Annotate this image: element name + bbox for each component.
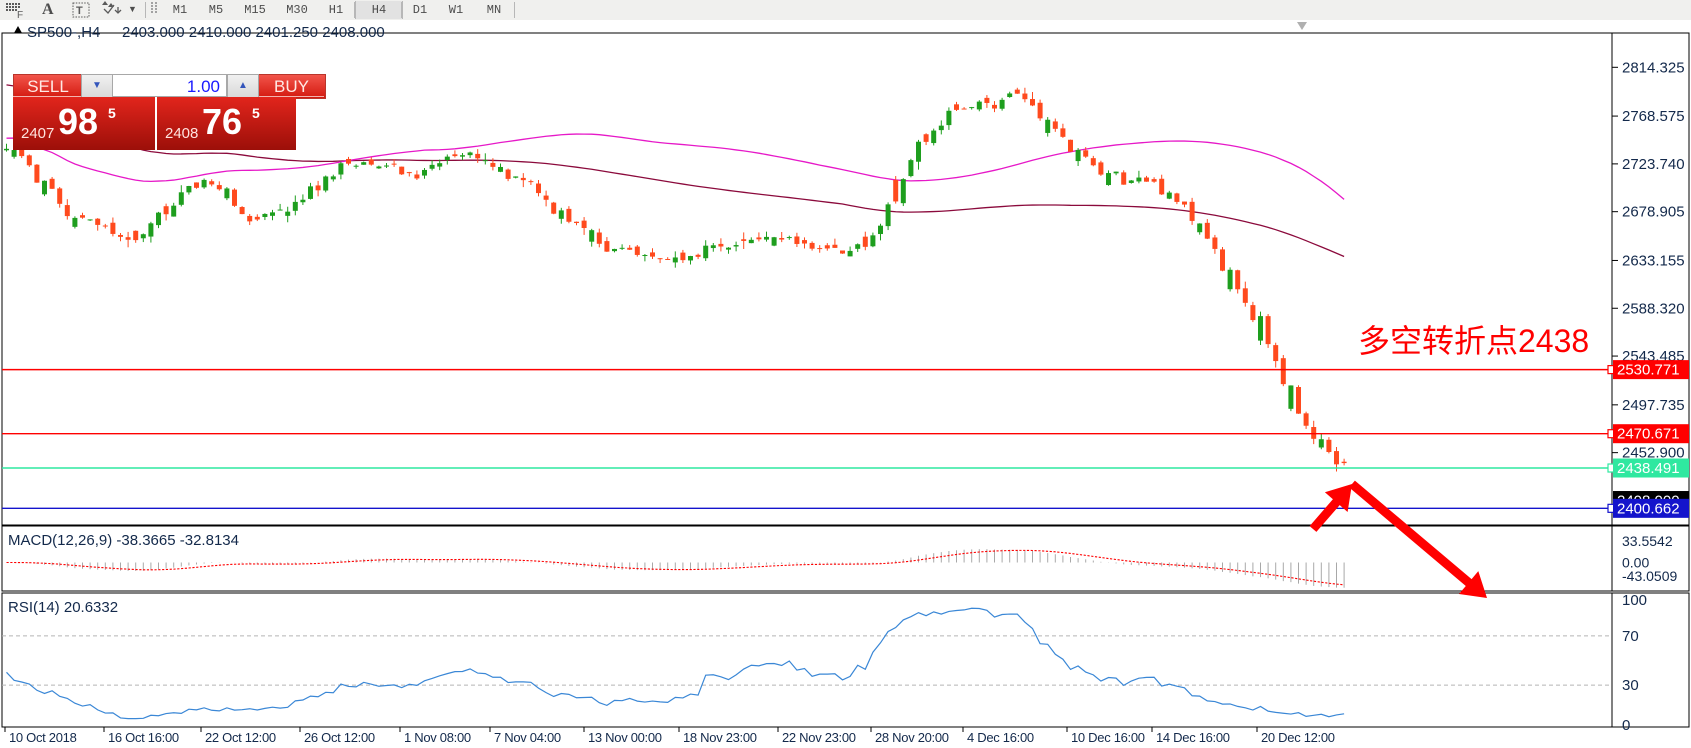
svg-text:2768.575: 2768.575 [1622,108,1685,125]
svg-text:14 Dec 16:00: 14 Dec 16:00 [1156,730,1230,745]
svg-text:13 Nov 00:00: 13 Nov 00:00 [588,730,662,745]
svg-text:MACD(12,26,9) -38.3665 -32.813: MACD(12,26,9) -38.3665 -32.8134 [8,532,239,549]
svg-text:SP500-,H4: SP500-,H4 [27,24,100,41]
svg-text:22 Nov 23:00: 22 Nov 23:00 [782,730,856,745]
svg-text:20 Dec 12:00: 20 Dec 12:00 [1261,730,1335,745]
svg-text:2470.671: 2470.671 [1617,426,1680,443]
svg-text:1 Nov 08:00: 1 Nov 08:00 [404,730,471,745]
svg-text:70: 70 [1622,628,1639,645]
svg-text:22 Oct 12:00: 22 Oct 12:00 [205,730,276,745]
svg-text:18 Nov 23:00: 18 Nov 23:00 [683,730,757,745]
svg-text:2438.491: 2438.491 [1617,460,1680,477]
svg-text:16 Oct 16:00: 16 Oct 16:00 [108,730,179,745]
svg-text:2403.000 2410.000 2401.250 240: 2403.000 2410.000 2401.250 2408.000 [122,24,385,41]
svg-text:26 Oct 12:00: 26 Oct 12:00 [304,730,375,745]
svg-text:-43.0509: -43.0509 [1622,568,1677,584]
svg-text:28 Nov 20:00: 28 Nov 20:00 [875,730,949,745]
svg-text:2678.905: 2678.905 [1622,204,1685,221]
svg-text:T: T [76,5,83,17]
svg-text:2633.155: 2633.155 [1622,252,1685,269]
svg-text:7 Nov 04:00: 7 Nov 04:00 [494,730,561,745]
svg-text:2530.771: 2530.771 [1617,362,1680,379]
svg-text:10 Oct 2018: 10 Oct 2018 [9,730,77,745]
svg-text:2814.325: 2814.325 [1622,59,1685,76]
svg-text:多空转折点2438: 多空转折点2438 [1358,323,1589,359]
svg-text:33.5542: 33.5542 [1622,533,1673,549]
svg-text:0: 0 [1622,717,1630,734]
svg-text:4 Dec 16:00: 4 Dec 16:00 [967,730,1034,745]
svg-text:2400.662: 2400.662 [1617,500,1680,517]
svg-text:30: 30 [1622,677,1639,694]
svg-text:2723.740: 2723.740 [1622,156,1685,173]
svg-text:2588.320: 2588.320 [1622,300,1685,317]
svg-text:2497.735: 2497.735 [1622,397,1685,414]
svg-text:10 Dec 16:00: 10 Dec 16:00 [1071,730,1145,745]
svg-text:100: 100 [1622,592,1647,609]
svg-text:F: F [17,10,23,19]
svg-text:RSI(14) 20.6332: RSI(14) 20.6332 [8,599,118,616]
